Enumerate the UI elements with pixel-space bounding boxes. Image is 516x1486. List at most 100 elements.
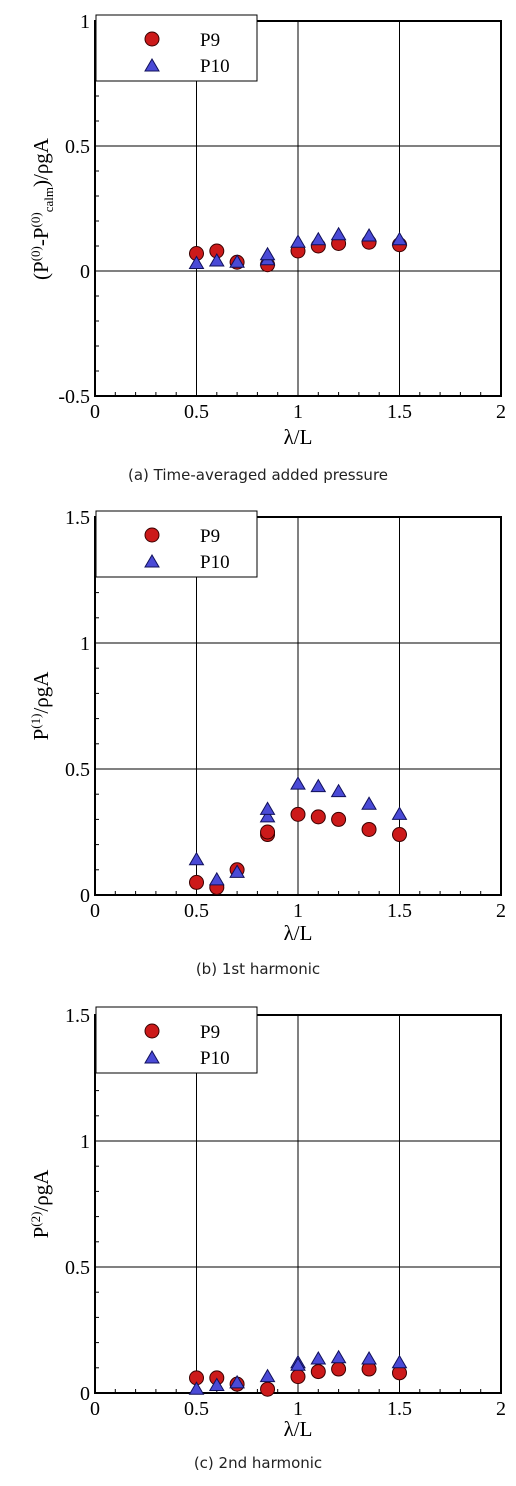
data-point-p10 bbox=[229, 254, 245, 268]
plot-frame bbox=[94, 516, 502, 896]
legend-marker-p9 bbox=[144, 527, 160, 543]
data-point-p10 bbox=[290, 776, 306, 790]
data-point-p10 bbox=[188, 851, 205, 866]
y-tick-label: 1 bbox=[80, 11, 90, 33]
data-point-p10 bbox=[310, 231, 327, 246]
data-point-p10 bbox=[259, 801, 276, 815]
x-tick-label: 0.5 bbox=[184, 1398, 209, 1420]
data-point-p10 bbox=[361, 1350, 377, 1365]
legend-marker-p9 bbox=[144, 31, 160, 47]
legend-box bbox=[95, 1006, 258, 1074]
caption-c: (c) 2nd harmonic bbox=[193, 1454, 323, 1472]
data-point-p10 bbox=[208, 253, 225, 267]
y-axis-title: P(2)/ρgA bbox=[28, 1169, 53, 1239]
x-tick-label: 0.5 bbox=[184, 401, 209, 423]
data-point-p9 bbox=[290, 806, 306, 822]
x-tick-label: 2 bbox=[496, 1398, 506, 1420]
x-tick-label: 0 bbox=[90, 401, 100, 423]
data-point-p10 bbox=[290, 234, 306, 248]
caption-a: (a) Time-averaged added pressure bbox=[127, 466, 389, 484]
plot-area bbox=[94, 1014, 502, 1397]
data-point-p9 bbox=[331, 811, 347, 827]
data-point-p10 bbox=[208, 1377, 225, 1391]
data-point-p10 bbox=[310, 1350, 327, 1365]
x-tick-label: 1.5 bbox=[387, 1398, 412, 1420]
y-axis-title: (P(0)-P(0)calm)/ρgA bbox=[28, 137, 56, 280]
x-tick-label: 0.5 bbox=[184, 900, 209, 922]
data-point-p9 bbox=[260, 824, 276, 840]
plot-area bbox=[94, 20, 502, 397]
caption-b: (b) 1st harmonic bbox=[195, 960, 321, 978]
data-point-p10 bbox=[330, 1349, 347, 1364]
data-point-p10 bbox=[330, 783, 347, 798]
x-tick-label: 1 bbox=[293, 900, 303, 922]
x-tick-label: 1 bbox=[293, 1398, 303, 1420]
data-point-p10 bbox=[361, 796, 377, 810]
y-tick-label: 0.5 bbox=[65, 136, 90, 158]
data-point-p9 bbox=[331, 1361, 347, 1377]
data-point-p9 bbox=[361, 821, 377, 837]
plot-frame bbox=[94, 1014, 502, 1394]
data-point-p10 bbox=[229, 864, 245, 878]
x-tick-label: 0 bbox=[90, 900, 100, 922]
data-point-p9 bbox=[189, 874, 204, 890]
legend-marker-p9 bbox=[144, 1023, 160, 1039]
legend-label: P10 bbox=[200, 56, 230, 77]
y-tick-label: 0 bbox=[80, 261, 90, 283]
chart-panel-c: P(2)/ρgA λ/L 0 0.5 1 1.5 2 0 0.5 1 1.5 P9 P10 (c) … bbox=[0, 992, 516, 1486]
x-axis-title: λ/L bbox=[284, 921, 313, 945]
data-point-p10 bbox=[391, 806, 408, 820]
y-tick-label: -0.5 bbox=[58, 386, 90, 408]
data-point-p10 bbox=[188, 1381, 205, 1395]
data-point-p10 bbox=[391, 1354, 408, 1369]
chart-panel-a: (P(0)-P(0)calm)/ρgA λ/L 0 0.5 1 1.5 2 -0.5 0 0.… bbox=[0, 0, 516, 496]
legend-label: P9 bbox=[200, 30, 220, 51]
y-tick-label: 0.5 bbox=[65, 1257, 90, 1279]
legend-label: P10 bbox=[200, 1048, 230, 1069]
data-point-p10 bbox=[259, 808, 276, 823]
data-point-p10 bbox=[208, 871, 225, 886]
data-point-p9 bbox=[310, 1364, 326, 1380]
y-tick-label: 0 bbox=[80, 1383, 90, 1405]
x-tick-label: 2 bbox=[496, 401, 506, 423]
legend-label: P9 bbox=[200, 1022, 220, 1043]
x-tick-label: 1 bbox=[293, 401, 303, 423]
data-point-p10 bbox=[391, 231, 408, 246]
legend-box bbox=[95, 14, 258, 82]
y-tick-label: 1 bbox=[80, 633, 90, 655]
data-point-p10 bbox=[229, 1374, 245, 1389]
x-tick-label: 2 bbox=[496, 900, 506, 922]
plot-frame bbox=[94, 20, 502, 397]
x-axis-title: λ/L bbox=[284, 425, 313, 449]
data-point-p9 bbox=[260, 1381, 276, 1397]
y-tick-label: 0 bbox=[80, 885, 90, 907]
data-point-p10 bbox=[310, 778, 327, 793]
data-point-p10 bbox=[259, 1368, 276, 1383]
data-point-p9 bbox=[392, 827, 407, 843]
x-axis-title: λ/L bbox=[284, 1417, 313, 1441]
legend-label: P10 bbox=[200, 552, 230, 573]
legend-marker-p10 bbox=[144, 554, 160, 568]
data-point-p10 bbox=[290, 1357, 306, 1371]
y-tick-label: 1.5 bbox=[65, 507, 90, 529]
x-tick-label: 1.5 bbox=[387, 900, 412, 922]
data-point-p10 bbox=[330, 226, 347, 241]
chart-b: P(1)/ρgA λ/L 0 0.5 1 1.5 2 0 0.5 1 1.5 P9 P10 bbox=[28, 507, 506, 945]
y-tick-label: 0.5 bbox=[65, 759, 90, 781]
data-point-p10 bbox=[361, 228, 377, 242]
x-tick-label: 1.5 bbox=[387, 401, 412, 423]
chart-panel-b: P(1)/ρgA λ/L 0 0.5 1 1.5 2 0 0.5 1 1.5 P9 P10 (b) … bbox=[0, 496, 516, 992]
y-tick-label: 1.5 bbox=[65, 1005, 90, 1027]
x-tick-label: 0 bbox=[90, 1398, 100, 1420]
plot-area bbox=[94, 516, 502, 896]
y-axis-title: P(1)/ρgA bbox=[28, 671, 53, 741]
legend-marker-p10 bbox=[144, 58, 160, 72]
legend-label: P9 bbox=[200, 526, 220, 547]
chart-a: (P(0)-P(0)calm)/ρgA λ/L 0 0.5 1 1.5 2-0.500.… bbox=[28, 11, 506, 449]
data-point-p10 bbox=[259, 246, 276, 261]
legend-marker-p10 bbox=[144, 1050, 160, 1064]
y-tick-label: 1 bbox=[80, 1131, 90, 1153]
